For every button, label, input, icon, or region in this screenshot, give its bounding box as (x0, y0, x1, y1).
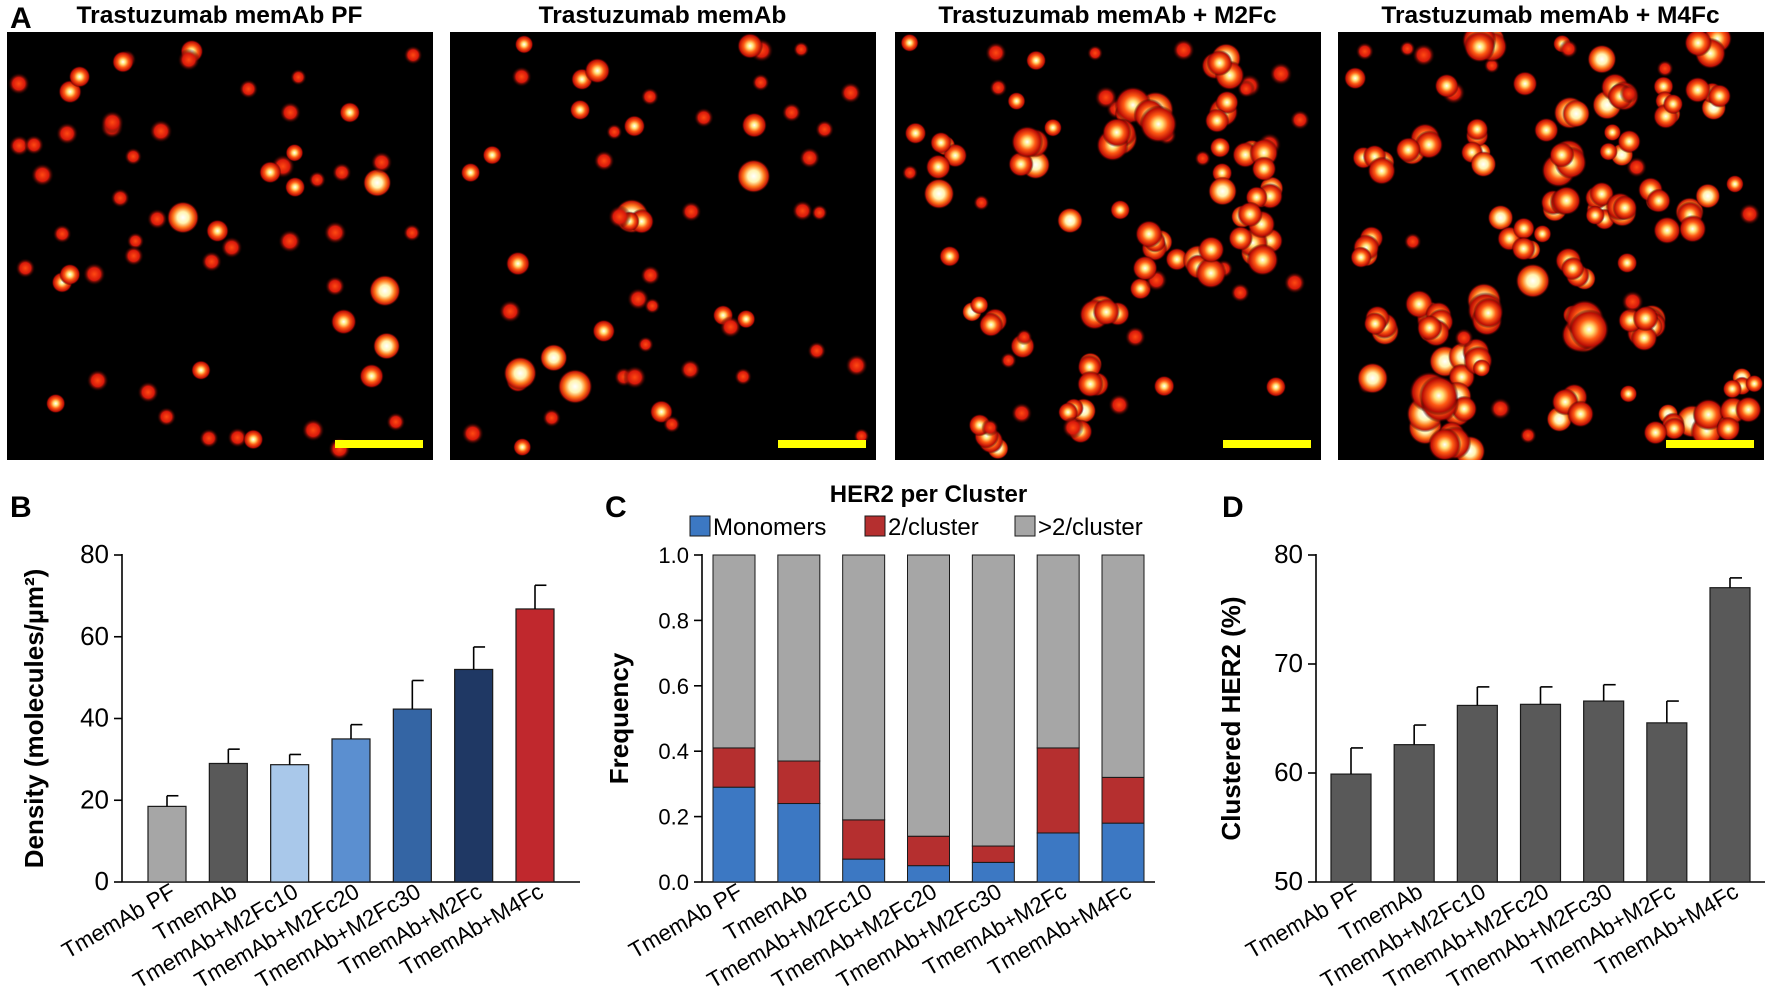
y-tick-label: 0.4 (658, 739, 689, 764)
bar-2-cluster (842, 819, 886, 860)
bar--2-cluster (842, 554, 886, 821)
y-tick-label: 60 (80, 621, 109, 651)
bar--2-cluster (971, 554, 1015, 847)
bar (515, 608, 555, 883)
panel-label-d: D (1222, 491, 1244, 524)
y-tick-label: 40 (80, 703, 109, 733)
legend-swatch (864, 515, 886, 537)
scale-bar (1223, 440, 1311, 448)
bar (1519, 703, 1562, 883)
bar (1456, 704, 1498, 883)
bar-2-cluster (777, 760, 821, 805)
bar (392, 708, 432, 883)
bar (270, 764, 310, 883)
micro-image-1 (7, 32, 433, 460)
bar (147, 805, 187, 883)
y-tick-label: 0.6 (658, 674, 689, 699)
y-tick-label: 20 (80, 784, 109, 814)
micro-title-2: Trastuzumab memAb (538, 2, 787, 29)
y-tick-label: 1.0 (658, 543, 689, 568)
y-tick-label: 0 (95, 866, 109, 896)
legend-swatch (1014, 515, 1036, 537)
bar (331, 738, 371, 883)
y-tick-label: 80 (80, 539, 109, 569)
bar (1646, 722, 1688, 883)
micro-image-4 (1338, 32, 1764, 460)
y-tick-label: 0.8 (658, 608, 689, 633)
bar-2-cluster (1101, 776, 1145, 824)
bar--2-cluster (1036, 554, 1080, 749)
y-tick-label: 50 (1274, 866, 1303, 896)
bar-monomers (712, 786, 756, 883)
y-tick-label: 0.2 (658, 805, 689, 830)
bar-2-cluster (971, 845, 1015, 863)
micro-title-1: Trastuzumab memAb PF (76, 2, 363, 29)
bar-monomers (842, 858, 886, 883)
bar (1393, 744, 1435, 883)
y-axis-label: Clustered HER2 (%) (1216, 596, 1246, 840)
scale-bar (1666, 440, 1754, 448)
y-tick-label: 70 (1274, 648, 1303, 678)
bar--2-cluster (712, 554, 756, 749)
bar--2-cluster (777, 554, 821, 762)
scale-bar (778, 440, 866, 448)
chart-title: HER2 per Cluster (830, 481, 1027, 508)
micro-title-4: Trastuzumab memAb + M4Fc (1381, 2, 1720, 29)
bar (454, 668, 494, 883)
bar-monomers (1101, 822, 1145, 883)
bar-2-cluster (1036, 747, 1080, 834)
y-tick-label: 80 (1274, 539, 1303, 569)
y-axis-label: Density (molecules/µm²) (19, 569, 49, 869)
bar--2-cluster (1101, 554, 1145, 778)
micro-image-3 (895, 32, 1321, 460)
bar (1709, 587, 1751, 883)
panel-label-c: C (605, 491, 627, 524)
y-axis-label: Frequency (604, 652, 634, 784)
micro-image-2 (450, 32, 876, 460)
panel-label-b: B (10, 491, 32, 524)
scale-bar (335, 440, 423, 448)
legend-label: >2/cluster (1038, 514, 1143, 541)
bar-2-cluster (712, 747, 756, 788)
y-tick-label: 0.0 (658, 870, 689, 895)
bar (208, 762, 248, 883)
legend-label: 2/cluster (888, 514, 979, 541)
y-tick-label: 60 (1274, 757, 1303, 787)
panel-label-a: A (10, 2, 32, 35)
bar--2-cluster (907, 554, 950, 837)
legend-swatch (689, 515, 711, 537)
bar (1330, 773, 1372, 883)
bar-monomers (1036, 832, 1080, 883)
legend-label: Monomers (713, 514, 826, 541)
bar (1583, 700, 1625, 883)
bar-monomers (777, 803, 821, 883)
bar-2-cluster (907, 835, 950, 867)
micro-title-3: Trastuzumab memAb + M2Fc (938, 2, 1277, 29)
